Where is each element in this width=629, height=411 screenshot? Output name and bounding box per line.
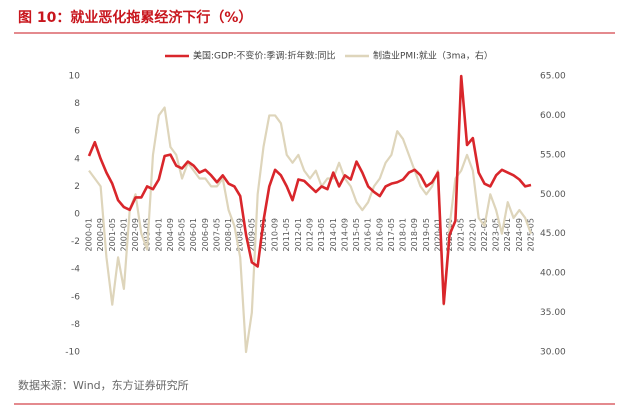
- y-tick-label: 10: [69, 72, 81, 82]
- x-tick-label: 2022-01: [468, 218, 477, 251]
- x-tick-label: 2020-01: [433, 218, 442, 251]
- x-tick-label: 2000-09: [96, 218, 105, 251]
- x-tick-label: 2002-09: [131, 218, 140, 251]
- x-tick-label: 2009-05: [247, 218, 256, 251]
- y-tick-label: -8: [71, 320, 80, 330]
- x-tick-label: 2014-09: [340, 218, 349, 251]
- x-tick-label: 2011-05: [282, 218, 291, 251]
- y2-tick-label: 55.00: [540, 150, 566, 160]
- x-tick-label: 2005-05: [178, 218, 187, 251]
- x-tick-label: 2024-09: [515, 218, 524, 251]
- y2-tick-label: 30.00: [540, 348, 566, 358]
- y2-tick-label: 65.00: [540, 72, 566, 82]
- y-tick-label: 0: [74, 210, 80, 220]
- x-tick-label: 2024-01: [503, 218, 512, 251]
- y-tick-label: -10: [65, 348, 80, 358]
- x-tick-label: 2008-09: [236, 218, 245, 251]
- x-tick-label: 2010-01: [259, 218, 268, 251]
- x-tick-label: 2010-09: [271, 218, 280, 251]
- y-tick-label: -6: [71, 292, 80, 302]
- x-tick-label: 2000-01: [85, 218, 94, 251]
- y-tick-label: 6: [74, 127, 80, 137]
- x-tick-label: 2015-05: [352, 218, 361, 251]
- chart-title: 图 10：就业恶化拖累经济下行（%）: [18, 9, 252, 26]
- x-tick-label: 2006-09: [201, 218, 210, 251]
- y-tick-label: 8: [74, 99, 80, 109]
- x-tick-label: 2012-01: [294, 218, 303, 251]
- x-tick-label: 2016-09: [375, 218, 384, 251]
- x-tick-label: 2007-05: [212, 218, 221, 251]
- x-tick-label: 2016-01: [364, 218, 373, 251]
- x-tick-label: 2021-05: [457, 218, 466, 251]
- x-tick-label: 2022-09: [480, 218, 489, 251]
- series-line: [87, 74, 532, 306]
- x-tick-label: 2023-05: [492, 218, 501, 251]
- source: 数据来源：Wind，东方证券研究所: [18, 378, 189, 392]
- x-tick-label: 2013-05: [317, 218, 326, 251]
- y2-tick-label: 40.00: [540, 269, 566, 279]
- y-tick-label: -4: [71, 265, 80, 275]
- x-tick-label: 2025-05: [527, 218, 536, 251]
- x-tick-label: 2012-09: [306, 218, 315, 251]
- x-tick-label: 2004-09: [166, 218, 175, 251]
- y2-tick-label: 35.00: [540, 308, 566, 318]
- legend-label: 美国:GDP:不变价:季调:折年数:同比: [193, 50, 336, 62]
- y-tick-label: 4: [74, 154, 80, 164]
- x-tick-label: 2006-01: [189, 218, 198, 251]
- x-tick-label: 2008-01: [224, 218, 233, 251]
- y2-tick-label: 45.00: [540, 229, 566, 239]
- x-tick-label: 2004-01: [154, 218, 163, 251]
- legend-label: 制造业PMI:就业（3ma，右）: [373, 50, 493, 62]
- y-tick-label: -2: [71, 237, 80, 247]
- x-tick-label: 2018-01: [399, 218, 408, 251]
- y2-tick-label: 50.00: [540, 190, 566, 200]
- x-tick-label: 2017-05: [387, 218, 396, 251]
- x-tick-label: 2014-01: [329, 218, 338, 251]
- x-tick-label: 2002-01: [119, 218, 128, 251]
- x-tick-label: 2018-09: [410, 218, 419, 251]
- y2-tick-label: 60.00: [540, 111, 566, 121]
- x-tick-label: 2019-05: [422, 218, 431, 251]
- y-tick-label: 2: [74, 182, 80, 192]
- x-tick-label: 2001-05: [108, 218, 117, 251]
